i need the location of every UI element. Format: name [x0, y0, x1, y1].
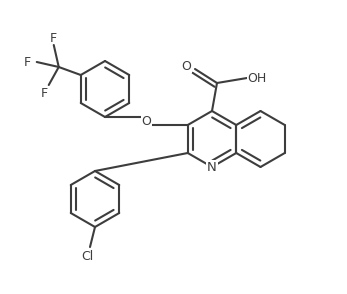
Text: OH: OH — [247, 71, 266, 84]
Text: N: N — [207, 161, 217, 173]
Text: F: F — [41, 86, 48, 99]
Text: F: F — [24, 56, 31, 69]
Text: Cl: Cl — [81, 250, 93, 263]
Text: F: F — [50, 31, 57, 44]
Text: O: O — [181, 59, 191, 73]
Text: O: O — [142, 114, 151, 128]
